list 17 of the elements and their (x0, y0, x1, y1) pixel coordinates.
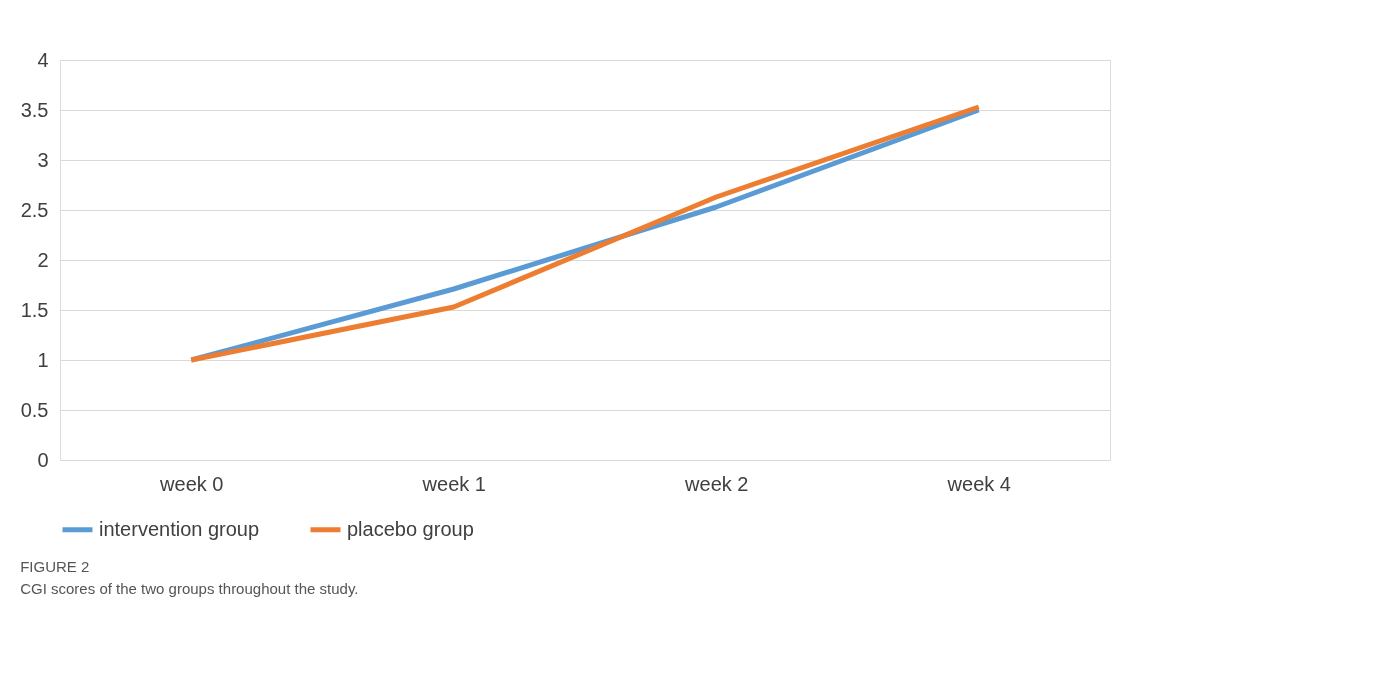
legend-label: intervention group (99, 517, 260, 540)
x-tick-label: week 4 (946, 472, 1011, 495)
legend-label: placebo group (347, 517, 474, 540)
y-tick-label: 3.5 (20, 98, 49, 121)
y-tick-label: 1.5 (20, 298, 49, 321)
y-tick-label: 3 (37, 148, 49, 171)
y-tick-label: 0 (37, 448, 49, 471)
caption: FIGURE 2 (20, 558, 90, 575)
y-tick-label: 4 (37, 48, 49, 71)
y-tick-label: 2 (37, 248, 49, 271)
y-tick-label: 0.5 (20, 398, 49, 421)
x-tick-label: week 0 (159, 472, 224, 495)
text: CGI scores of the two groups throughout the study. (20, 580, 359, 597)
y-tick-label: 2.5 (20, 198, 49, 221)
y-tick-label: 1 (37, 348, 49, 371)
x-tick-label: week 2 (684, 472, 749, 495)
x-tick-label: week 1 (421, 472, 486, 495)
